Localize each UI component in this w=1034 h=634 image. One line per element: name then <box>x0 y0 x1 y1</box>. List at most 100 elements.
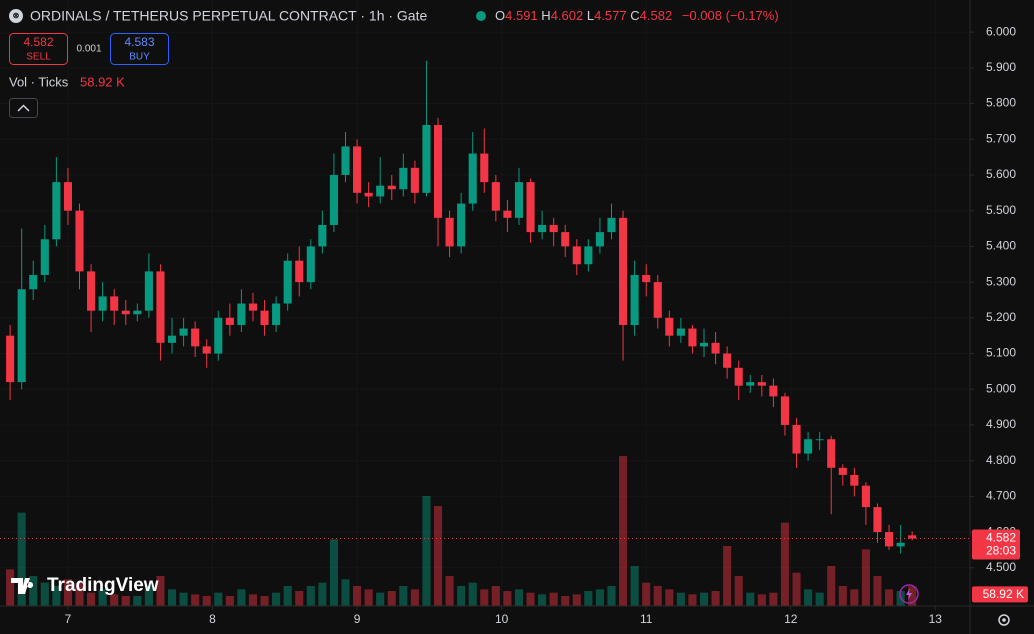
candle-body <box>827 439 836 468</box>
candle-body <box>676 328 685 336</box>
candle-body <box>861 485 870 508</box>
lightning-icon <box>906 588 912 600</box>
volume-bar <box>688 594 697 606</box>
settings-button[interactable] <box>998 614 1010 626</box>
symbol-icon[interactable] <box>9 9 23 23</box>
volume-bar <box>353 586 362 606</box>
volume-bar <box>514 589 524 606</box>
y-tick-label: 5.100 <box>986 346 1016 360</box>
candle-body <box>214 317 223 354</box>
candle-body <box>191 328 200 347</box>
volume-bar <box>283 586 292 606</box>
settings-icon <box>1002 618 1006 622</box>
candle-body <box>896 542 905 547</box>
x-tick-label: 13 <box>929 612 943 626</box>
volume-bar <box>295 591 304 606</box>
volume-bar <box>526 592 535 606</box>
volume-bar <box>491 586 500 606</box>
collapse-icon <box>17 104 30 112</box>
candle-body <box>433 124 443 218</box>
lightning-button[interactable] <box>899 584 919 604</box>
candle-body <box>815 439 824 441</box>
volume-bar <box>503 591 512 606</box>
candle-body <box>665 317 674 336</box>
candle-body <box>202 346 211 354</box>
time-axis <box>0 606 1034 634</box>
candle-body <box>642 274 651 283</box>
candle-body <box>283 260 292 304</box>
sell-label: SELL <box>26 52 51 63</box>
y-tick-label: 5.500 <box>986 203 1016 217</box>
candle-body <box>237 303 246 325</box>
volume-bar <box>676 592 685 606</box>
candle-body <box>653 282 662 318</box>
volume-bar <box>642 582 651 606</box>
volume-bar <box>225 596 234 606</box>
candle-body <box>121 310 130 315</box>
volume-bar <box>653 586 662 606</box>
candle-body <box>353 146 362 193</box>
volume-bar <box>318 582 327 606</box>
x-tick-label: 8 <box>209 612 216 626</box>
candle-body <box>572 246 581 265</box>
candle-body <box>110 296 119 311</box>
x-tick-label: 12 <box>784 612 798 626</box>
candle-body <box>723 353 732 368</box>
volume-bar <box>191 594 200 606</box>
volume-bar <box>329 539 338 606</box>
volume-bar <box>306 586 315 606</box>
candle-body <box>318 224 327 247</box>
axes: 4.5004.6004.7004.8004.9005.0005.1005.200… <box>65 24 1028 626</box>
candle-body <box>514 182 524 218</box>
candle-body <box>399 167 408 190</box>
last-price-label: 4.582 <box>986 531 1016 545</box>
volume-bar <box>445 576 454 606</box>
y-tick-label: 5.600 <box>986 167 1016 181</box>
volume-bar <box>711 591 720 606</box>
candle-body <box>873 507 882 533</box>
chart-title[interactable]: ORDINALS / TETHERUS PERPETUAL CONTRACT ·… <box>30 8 427 24</box>
y-tick-label: 5.000 <box>986 381 1016 395</box>
candle-body <box>792 424 801 454</box>
collapse-button[interactable] <box>9 98 38 118</box>
candle-body <box>711 342 720 354</box>
candle-body <box>491 182 500 211</box>
buy-button[interactable] <box>110 33 169 65</box>
volume-bar <box>248 594 258 606</box>
volume-bar <box>480 589 489 606</box>
candle-body <box>272 303 281 325</box>
candle-body <box>6 335 15 383</box>
volume-bar <box>121 596 130 606</box>
volume-bar <box>387 591 396 606</box>
candle-body <box>225 317 234 325</box>
volume-bar <box>52 586 61 606</box>
volume-bar <box>792 572 801 606</box>
sell-button[interactable] <box>9 33 68 65</box>
volume-bar <box>769 592 778 606</box>
volume-bar <box>804 589 813 606</box>
y-tick-label: 5.300 <box>986 274 1016 288</box>
ohlc-key: H <box>541 8 550 23</box>
volume-bar <box>260 596 269 606</box>
ohlc-value: 4.577 <box>594 8 627 23</box>
candle-body <box>167 335 177 343</box>
y-tick-label: 5.900 <box>986 60 1016 74</box>
candle-body <box>387 185 396 190</box>
candle-body <box>746 382 755 386</box>
candle-body <box>699 342 709 347</box>
x-tick-label: 7 <box>65 612 72 626</box>
volume-bar <box>780 522 790 606</box>
candle-body <box>156 271 165 343</box>
volume-pill <box>972 586 1028 603</box>
candle-body <box>757 382 766 386</box>
volume-bar <box>75 582 84 606</box>
volume-bar <box>572 594 581 606</box>
countdown: 28:03 <box>986 544 1016 558</box>
volume-bar <box>619 456 628 606</box>
buy-price: 4.583 <box>124 35 154 49</box>
volume-bar <box>561 596 570 606</box>
candle-body <box>688 328 697 347</box>
volume-bar <box>144 586 153 606</box>
